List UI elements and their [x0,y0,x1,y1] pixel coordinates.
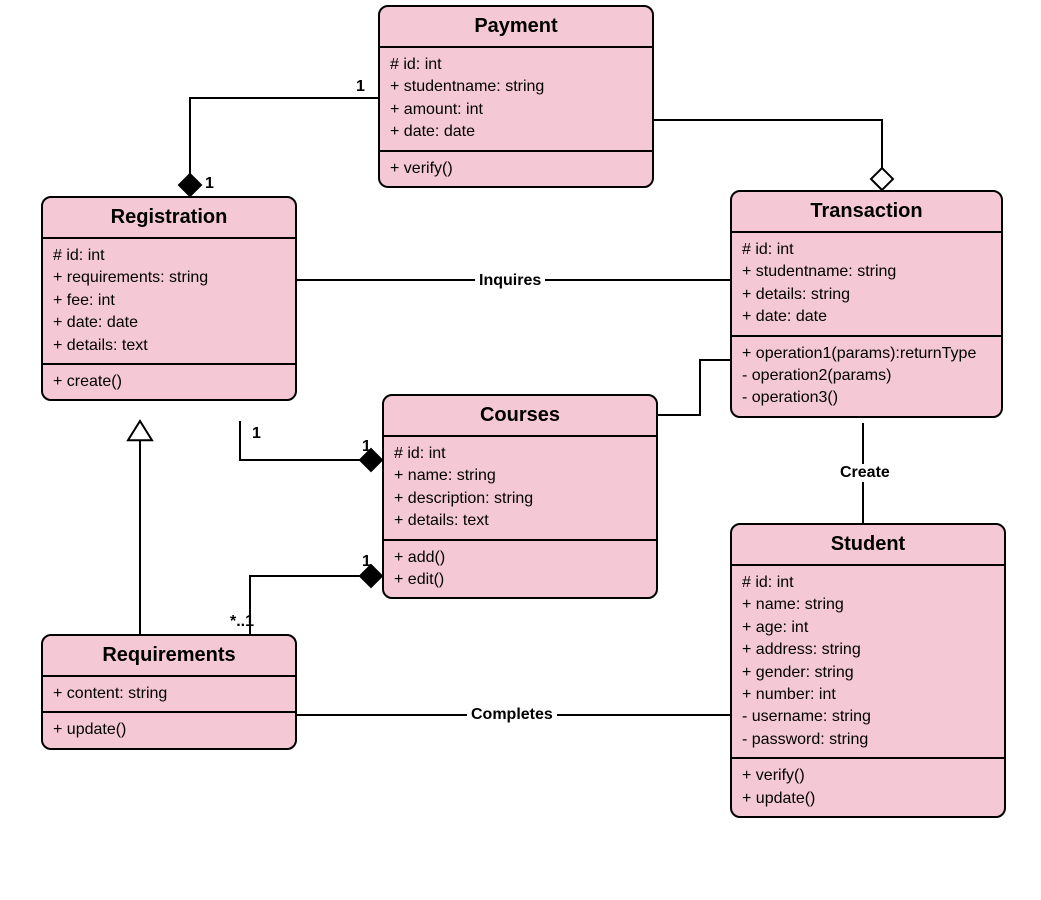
multiplicity-label: 1 [205,175,214,193]
class-title: Student [732,525,1004,566]
member-line: + operation1(params):returnType [742,343,991,365]
member-line: - username: string [742,706,994,728]
edge-label: Create [836,464,894,482]
class-courses: Courses # id: int+ name: string+ descrip… [382,394,658,599]
member-line: # id: int [394,443,646,465]
attributes: # id: int+ name: string+ age: int+ addre… [732,566,1004,759]
attributes: # id: int+ name: string+ description: st… [384,437,656,541]
member-line: + details: text [53,335,285,357]
member-line: + update() [53,719,285,741]
multiplicity-label: 1 [362,438,371,456]
class-student: Student # id: int+ name: string+ age: in… [730,523,1006,818]
member-line: + date: date [53,312,285,334]
member-line: + details: string [742,284,991,306]
member-line: + studentname: string [742,261,991,283]
member-line: + age: int [742,617,994,639]
member-line: # id: int [390,54,642,76]
member-line: + create() [53,371,285,393]
class-title: Payment [380,7,652,48]
class-requirements: Requirements + content: string + update(… [41,634,297,750]
class-payment: Payment # id: int+ studentname: string+ … [378,5,654,188]
member-line: + amount: int [390,99,642,121]
multiplicity-label: *..1 [230,613,254,631]
multiplicity-label: 1 [362,553,371,571]
class-registration: Registration # id: int+ requirements: st… [41,196,297,401]
member-line: - operation3() [742,387,991,409]
class-title: Courses [384,396,656,437]
operations: + create() [43,365,295,399]
member-line: # id: int [742,572,994,594]
member-line: + verify() [742,765,994,787]
operations: + verify()+ update() [732,759,1004,816]
class-title: Requirements [43,636,295,677]
multiplicity-label: 1 [252,425,261,443]
member-line: + name: string [742,594,994,616]
member-line: + description: string [394,488,646,510]
class-title: Registration [43,198,295,239]
member-line: - operation2(params) [742,365,991,387]
member-line: + number: int [742,684,994,706]
member-line: + address: string [742,639,994,661]
uml-diagram: Payment # id: int+ studentname: string+ … [0,0,1041,900]
operations: + verify() [380,152,652,186]
member-line: # id: int [742,239,991,261]
operations: + add()+ edit() [384,541,656,598]
member-line: + content: string [53,683,285,705]
operations: + operation1(params):returnType- operati… [732,337,1001,416]
edge-label: Completes [467,706,557,724]
member-line: + update() [742,788,994,810]
class-title: Transaction [732,192,1001,233]
attributes: # id: int+ requirements: string+ fee: in… [43,239,295,365]
attributes: # id: int+ studentname: string+ amount: … [380,48,652,152]
member-line: + requirements: string [53,267,285,289]
member-line: + details: text [394,510,646,532]
member-line: + edit() [394,569,646,591]
member-line: + add() [394,547,646,569]
multiplicity-label: 1 [356,78,365,96]
member-line: + name: string [394,465,646,487]
operations: + update() [43,713,295,747]
member-line: + verify() [390,158,642,180]
member-line: + date: date [390,121,642,143]
member-line: + date: date [742,306,991,328]
member-line: + gender: string [742,662,994,684]
attributes: # id: int+ studentname: string+ details:… [732,233,1001,337]
edge-label: Inquires [475,272,545,290]
member-line: + fee: int [53,290,285,312]
class-transaction: Transaction # id: int+ studentname: stri… [730,190,1003,418]
member-line: - password: string [742,729,994,751]
attributes: + content: string [43,677,295,713]
member-line: # id: int [53,245,285,267]
member-line: + studentname: string [390,76,642,98]
